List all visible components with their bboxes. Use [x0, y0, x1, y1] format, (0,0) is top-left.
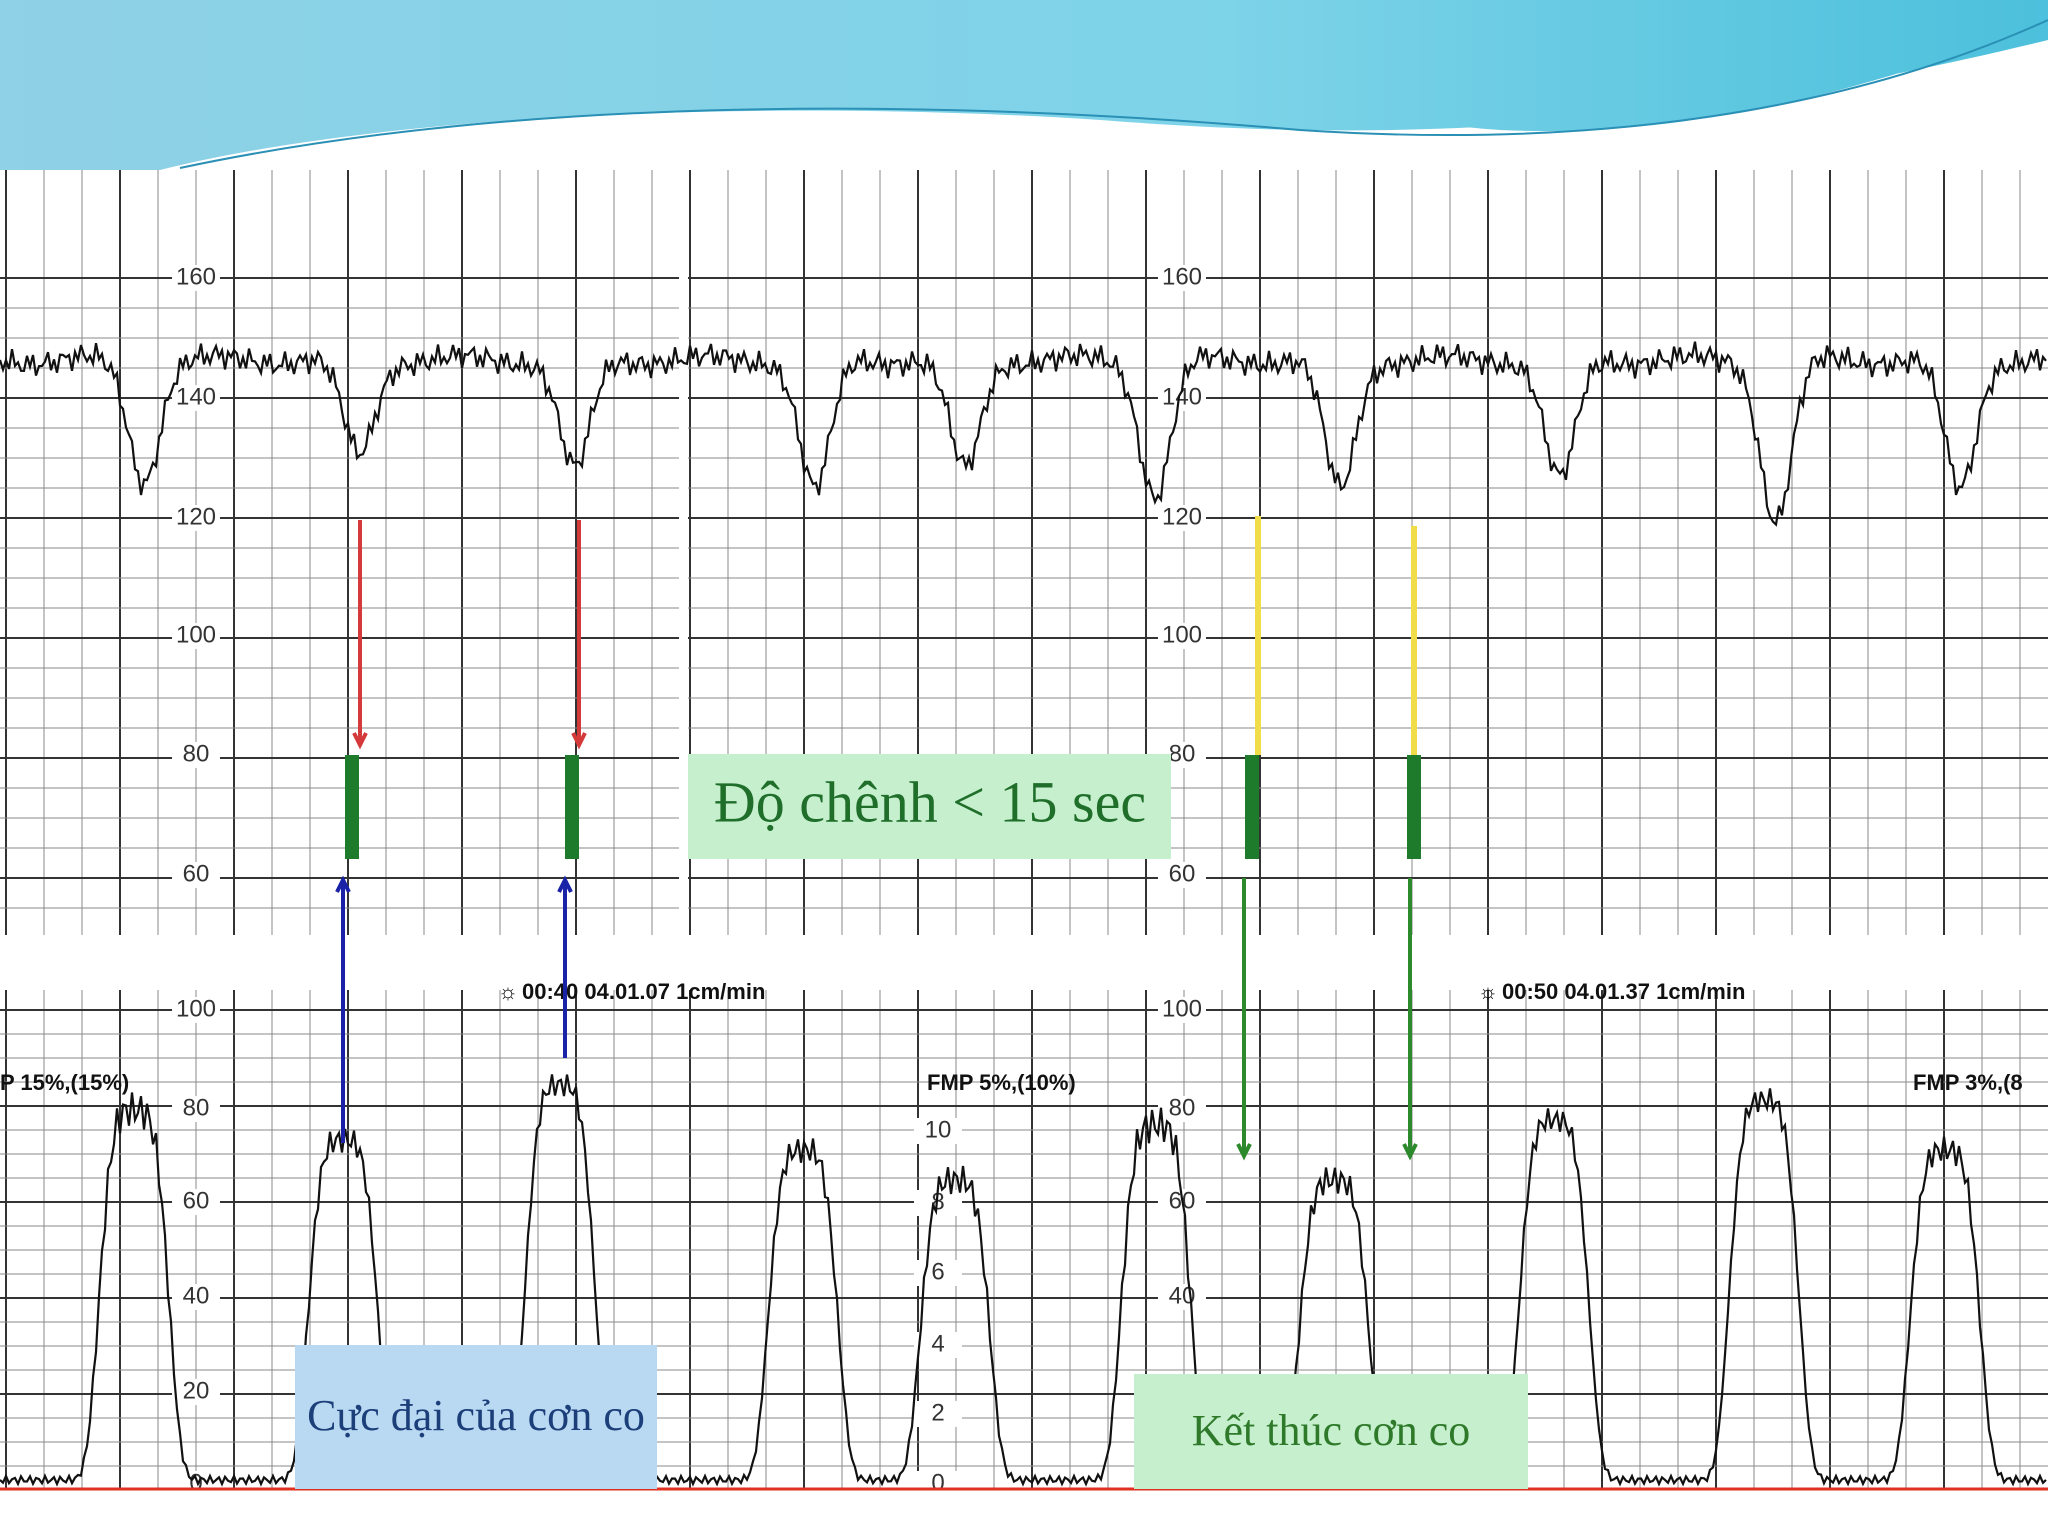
- label-bg: [172, 385, 220, 411]
- sun-mark: ☼: [1478, 979, 1498, 1004]
- scale-label: 160: [1162, 263, 1202, 290]
- scale-label: 0: [189, 1469, 202, 1496]
- sun-mark: ☼: [498, 979, 518, 1004]
- scale-label: 60: [1169, 860, 1196, 887]
- paper-gap: [679, 170, 688, 935]
- green-bar: [1407, 755, 1421, 859]
- arrow-head: [1402, 1143, 1418, 1161]
- scale-label: 80: [183, 1094, 210, 1121]
- label-bg: [172, 1471, 220, 1497]
- arrow-head: [352, 732, 368, 750]
- label-bg: [172, 1096, 220, 1122]
- scale-label: 10: [925, 1116, 952, 1143]
- label-bg: [1158, 862, 1206, 888]
- fmp-label: FMP 5%,(10%): [927, 1070, 1076, 1095]
- scale-label: 120: [1162, 503, 1202, 530]
- timestamp: 00:50 04.01.37 1cm/min: [1502, 979, 1745, 1004]
- green-bar: [565, 755, 579, 859]
- timestamp: 00:40 04.01.07 1cm/min: [522, 979, 765, 1004]
- label-bg: [172, 997, 220, 1023]
- scale-label: 2: [931, 1399, 944, 1426]
- label: Độ chênh < 15 sec: [714, 769, 1146, 834]
- scale-label: 80: [1169, 740, 1196, 767]
- traces: [0, 341, 2047, 1487]
- fmp-label: P 15%,(15%): [0, 1070, 129, 1095]
- label-bg: [914, 1332, 962, 1358]
- label-box: [295, 1345, 657, 1489]
- annotation-end: Kết thúc cơn co: [1134, 1374, 1528, 1489]
- scale-label: 80: [183, 740, 210, 767]
- annotation-difference: Độ chênh < 15 sec: [688, 754, 1171, 859]
- green-bar: [345, 755, 359, 859]
- label-bg: [914, 1471, 962, 1497]
- label-bg: [1158, 505, 1206, 531]
- label-bg: [172, 623, 220, 649]
- green-bar: [1245, 755, 1259, 859]
- label-bg: [1158, 1096, 1206, 1122]
- label-bg: [914, 1260, 962, 1286]
- scale-label: 140: [176, 383, 216, 410]
- label-bg: [172, 1379, 220, 1405]
- scale-label: 80: [1169, 1094, 1196, 1121]
- label-bg: [1158, 997, 1206, 1023]
- label-bg: [1158, 265, 1206, 291]
- scale-label: 40: [183, 1282, 210, 1309]
- label: Cực đại của cơn co: [307, 1391, 645, 1440]
- fmp-label: FMP 3%,(8: [1913, 1070, 2023, 1095]
- scale-label: 100: [176, 621, 216, 648]
- label-bg: [172, 1284, 220, 1310]
- scale-label: 4: [931, 1330, 944, 1357]
- label-bg: [1158, 1284, 1206, 1310]
- label-bg: [172, 742, 220, 768]
- annotation-peak: Cực đại của cơn co: [295, 1345, 657, 1489]
- label-bg: [172, 1189, 220, 1215]
- scale-label: 20: [183, 1377, 210, 1404]
- wave-line: [179, 19, 2048, 169]
- arrows: [335, 516, 1421, 1161]
- scale-label: 100: [176, 995, 216, 1022]
- arrow-head: [571, 732, 587, 750]
- scale-label: 100: [1162, 621, 1202, 648]
- arrow-head: [1236, 1143, 1252, 1161]
- scale-label: 100: [1162, 995, 1202, 1022]
- label-bg: [172, 862, 220, 888]
- label-bg: [914, 1401, 962, 1427]
- scale-label: 160: [176, 263, 216, 290]
- scale-label: 60: [183, 860, 210, 887]
- label-bg: [172, 265, 220, 291]
- scale-label: 0: [931, 1469, 944, 1496]
- contraction-trace: [0, 1074, 2047, 1487]
- label-bg: [914, 1118, 962, 1144]
- scale-label: 120: [176, 503, 216, 530]
- label-box: [1134, 1374, 1528, 1489]
- label: Kết thúc cơn co: [1192, 1406, 1471, 1455]
- header-wave: [0, 0, 2048, 170]
- label-bg: [1158, 623, 1206, 649]
- scale-label: 6: [931, 1258, 944, 1285]
- label-box: [688, 754, 1171, 859]
- label-bg: [172, 505, 220, 531]
- scale-label: 60: [183, 1187, 210, 1214]
- fhr-trace: [0, 341, 2047, 527]
- arrow-head: [557, 875, 573, 893]
- arrow-head: [335, 875, 351, 893]
